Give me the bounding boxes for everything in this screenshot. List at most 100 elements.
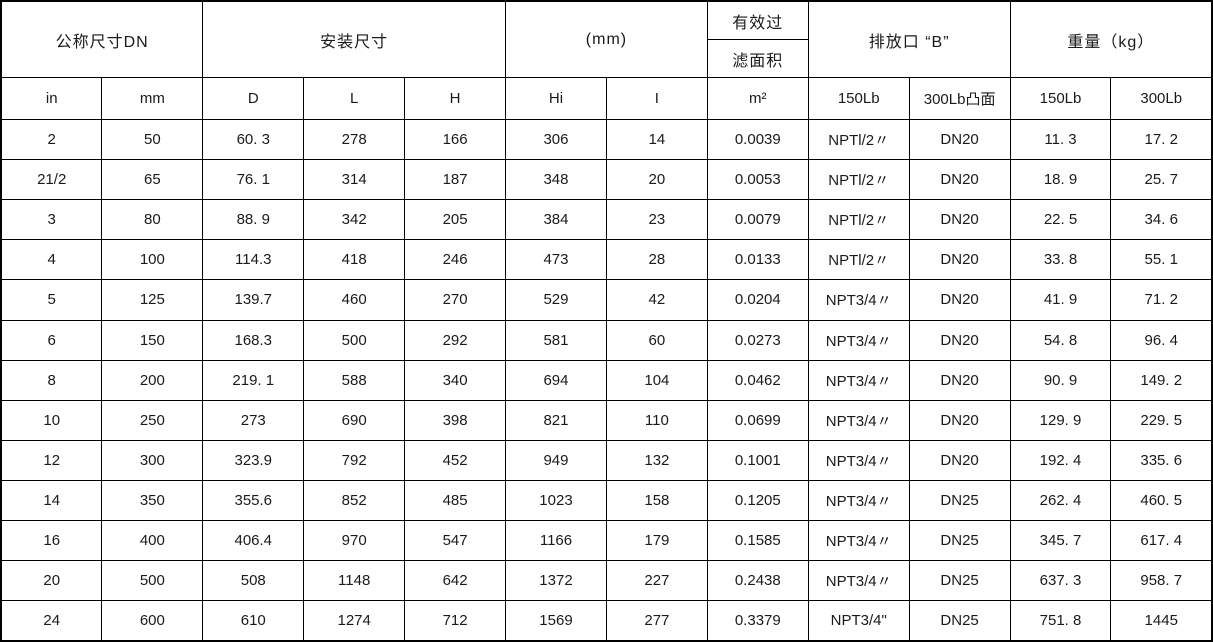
table-cell: 28: [605, 239, 708, 281]
table-cell: 0.0053: [706, 159, 809, 201]
table-cell: 270: [404, 279, 507, 321]
table-cell: 4: [0, 239, 103, 281]
table-cell: 229. 5: [1110, 399, 1213, 441]
table-cell: 8: [0, 359, 103, 401]
header-weight: 重量（kg）: [1009, 0, 1213, 78]
table-cell: 0.0273: [706, 319, 809, 361]
table-cell: 600: [101, 600, 204, 642]
table-cell: DN25: [908, 520, 1011, 562]
table-cell: 0.1001: [706, 439, 809, 481]
table-cell: 690: [303, 399, 406, 441]
table-row: 21/2 65 76. 1 314 187 348 20 0.0053 NPTl/2〃 DN20 1…: [0, 159, 1213, 201]
table-cell: 33. 8: [1009, 239, 1112, 281]
table-cell: 20: [0, 560, 103, 602]
table-cell: 114.3: [202, 239, 305, 281]
table-cell: 292: [404, 319, 507, 361]
table-cell: 1166: [505, 520, 607, 562]
filter-area-line1: 有效过: [708, 2, 808, 40]
table-cell: 200: [101, 359, 204, 401]
table-cell: 1372: [505, 560, 607, 602]
table-cell: 150: [101, 319, 204, 361]
header-nominal-size: 公称尺寸DN: [0, 0, 204, 78]
table-row: 20 500 508 1148 642 1372 227 0.2438 NPT3/4〃 DN25 6…: [0, 560, 1213, 602]
table-cell: 500: [303, 319, 406, 361]
header-group-row: 公称尺寸DN 安装尺寸 (mm) 有效过 滤面积 排放口 “B” 重量（kg）: [0, 0, 1213, 78]
table-cell: 529: [505, 279, 607, 321]
table-cell: 219. 1: [202, 359, 305, 401]
header-mm-unit: (mm): [505, 0, 708, 78]
table-header: 公称尺寸DN 安装尺寸 (mm) 有效过 滤面积 排放口 “B” 重量（kg） …: [0, 0, 1213, 120]
table-cell: NPT3/4〃: [807, 319, 910, 361]
table-row: 6 150 168.3 500 292 581 60 0.0273 NPT3/4〃 DN20 54.…: [0, 319, 1213, 361]
table-cell: 508: [202, 560, 305, 602]
table-cell: 0.1205: [706, 479, 809, 522]
table-cell: 0.2438: [706, 560, 809, 602]
table-cell: 323.9: [202, 439, 305, 481]
table-cell: 16: [0, 520, 103, 562]
table-cell: 11. 3: [1009, 118, 1112, 161]
table-cell: DN20: [908, 439, 1011, 481]
table-cell: 50: [101, 118, 204, 161]
table-cell: 792: [303, 439, 406, 481]
table-cell: 71. 2: [1110, 279, 1213, 321]
table-cell: 205: [404, 199, 507, 241]
table-cell: 406.4: [202, 520, 305, 562]
table-cell: 485: [404, 479, 507, 522]
table-row: 3 80 88. 9 342 205 384 23 0.0079 NPTl/2〃 DN20 22. …: [0, 199, 1213, 241]
table-cell: 80: [101, 199, 204, 241]
table-cell: 0.0133: [706, 239, 809, 281]
table-cell: 129. 9: [1009, 399, 1112, 441]
table-cell: 139.7: [202, 279, 305, 321]
table-cell: 1023: [505, 479, 607, 522]
col-header-m2: m²: [706, 77, 809, 120]
col-header-300Lb-weight: 300Lb: [1110, 77, 1213, 120]
table-cell: 0.0462: [706, 359, 809, 401]
col-header-in: in: [0, 77, 103, 120]
table-cell: 25. 7: [1110, 159, 1213, 201]
table-cell: 262. 4: [1009, 479, 1112, 522]
table-cell: 0.3379: [706, 600, 809, 642]
table-cell: 473: [505, 239, 607, 281]
table-cell: DN25: [908, 600, 1011, 642]
table-cell: 168.3: [202, 319, 305, 361]
col-header-D: D: [202, 77, 305, 120]
table-cell: 1274: [303, 600, 406, 642]
table-cell: 0.0204: [706, 279, 809, 321]
table-row: 14 350 355.6 852 485 1023 158 0.1205 NPT3/4〃 DN25…: [0, 479, 1213, 522]
table-cell: 547: [404, 520, 507, 562]
table-cell: DN20: [908, 319, 1011, 361]
table-cell: 0.0079: [706, 199, 809, 241]
table-cell: 110: [605, 399, 708, 441]
table-cell: DN20: [908, 159, 1011, 201]
table-cell: 132: [605, 439, 708, 481]
table-cell: 5: [0, 279, 103, 321]
table-cell: 166: [404, 118, 507, 161]
col-header-L: L: [303, 77, 406, 120]
table-cell: 20: [605, 159, 708, 201]
table-cell: 637. 3: [1009, 560, 1112, 602]
table-row: 4 100 114.3 418 246 473 28 0.0133 NPTl/2〃 DN20 33.…: [0, 239, 1213, 281]
table-cell: 104: [605, 359, 708, 401]
table-cell: NPT3/4〃: [807, 520, 910, 562]
table-cell: 617. 4: [1110, 520, 1213, 562]
table-cell: 24: [0, 600, 103, 642]
table-cell: 21/2: [0, 159, 103, 201]
table-cell: DN20: [908, 399, 1011, 441]
table-cell: 14: [0, 479, 103, 522]
table-cell: 300: [101, 439, 204, 481]
table-cell: 821: [505, 399, 607, 441]
table-cell: NPT3/4〃: [807, 439, 910, 481]
table-cell: 418: [303, 239, 406, 281]
table-row: 8 200 219. 1 588 340 694 104 0.0462 NPT3/4〃 DN20 9…: [0, 359, 1213, 401]
table-cell: 460: [303, 279, 406, 321]
table-cell: 452: [404, 439, 507, 481]
table-cell: 60. 3: [202, 118, 305, 161]
table-cell: NPT3/4〃: [807, 279, 910, 321]
table-cell: 90. 9: [1009, 359, 1112, 401]
table-cell: 1445: [1110, 600, 1213, 642]
table-cell: 54. 8: [1009, 319, 1112, 361]
table-cell: DN20: [908, 118, 1011, 161]
table-cell: 125: [101, 279, 204, 321]
table-cell: DN20: [908, 239, 1011, 281]
table-cell: 17. 2: [1110, 118, 1213, 161]
